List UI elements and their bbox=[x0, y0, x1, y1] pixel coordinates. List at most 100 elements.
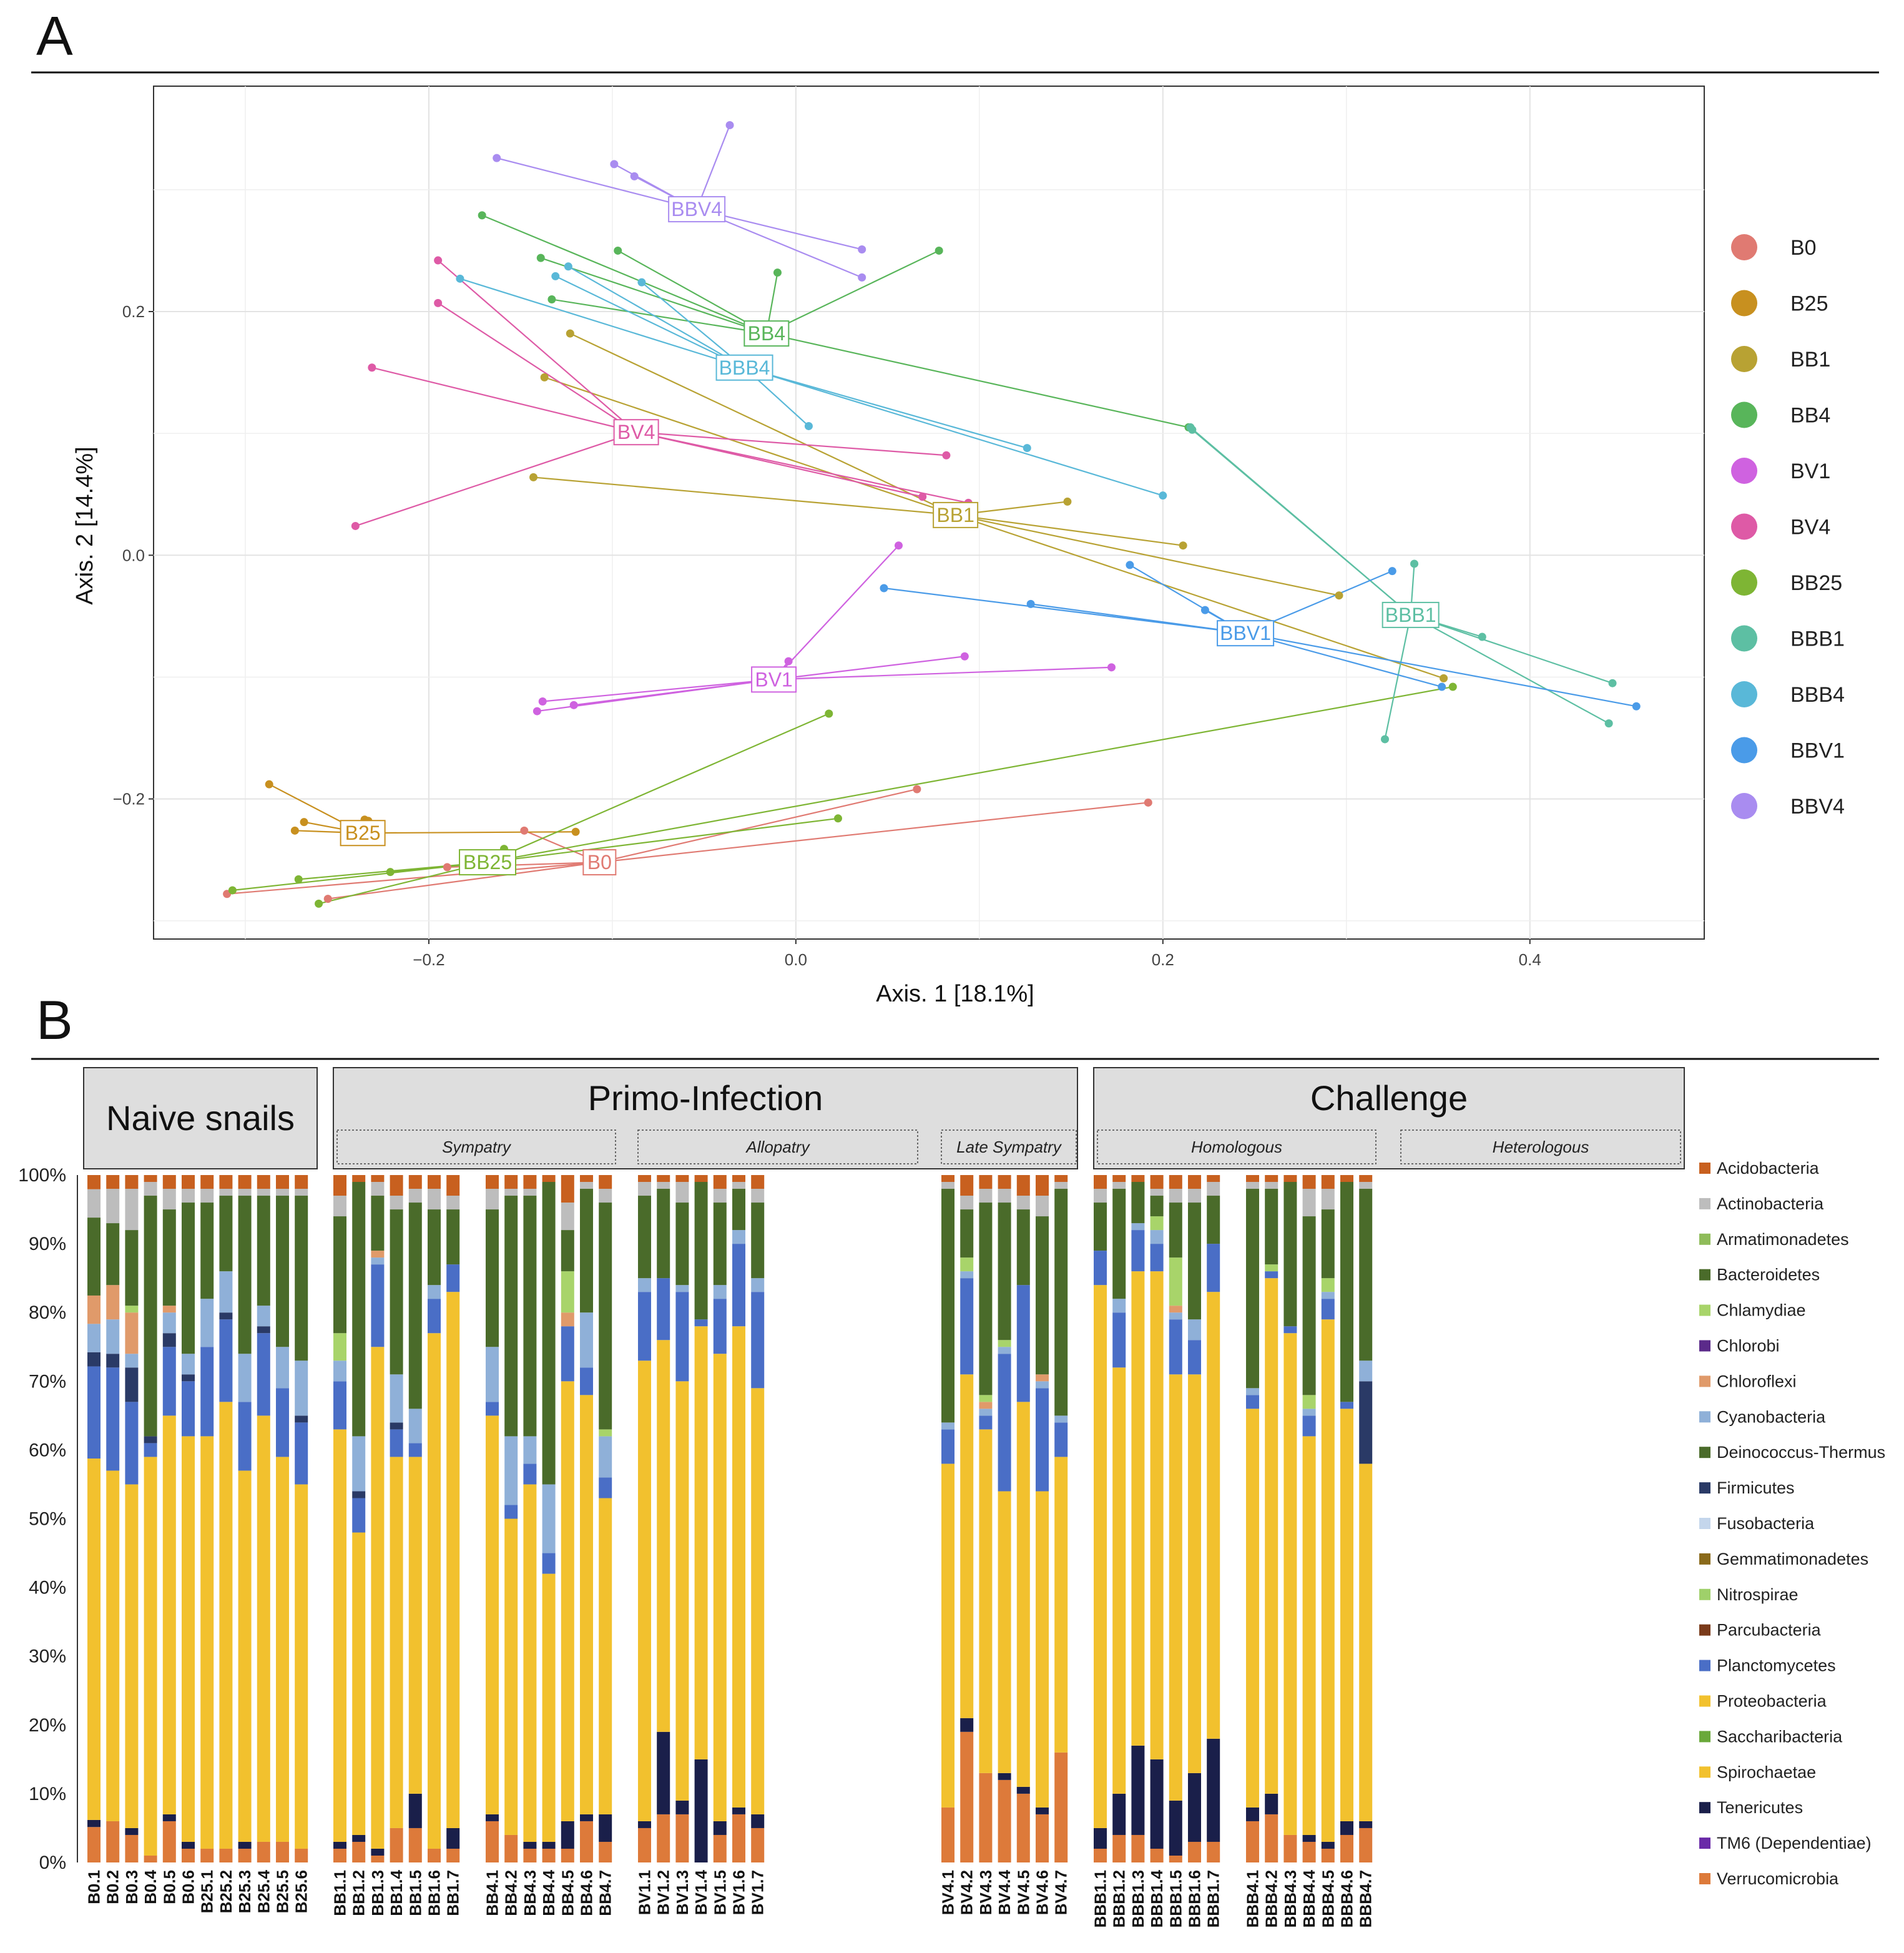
segment-planctomycetes bbox=[1112, 1312, 1126, 1368]
sample-label: BBB1.5 bbox=[1166, 1870, 1185, 1927]
segment-bacteroidetes bbox=[694, 1182, 708, 1320]
segment-acidobacteria bbox=[257, 1175, 270, 1189]
subgroup-box-heterologous bbox=[1400, 1129, 1681, 1164]
pcoa-y-tick-label: −0.2 bbox=[113, 790, 145, 809]
segment-planctomycetes bbox=[352, 1498, 366, 1533]
segment-actinobacteria bbox=[182, 1189, 195, 1203]
point-bb4 bbox=[478, 211, 486, 220]
centroid-box-bb1 bbox=[933, 501, 979, 528]
bar-b25-6 bbox=[295, 1175, 308, 1862]
segment-firmicutes bbox=[1359, 1381, 1373, 1464]
segment-verrucomicrobia bbox=[542, 1848, 556, 1862]
bar-bb1-7 bbox=[446, 1175, 460, 1862]
segment-bacteroidetes bbox=[751, 1203, 765, 1279]
spider-line-bb25 bbox=[487, 712, 830, 863]
segment-cyanobacteria bbox=[1054, 1415, 1068, 1423]
centroid-text-b0: B0 bbox=[587, 851, 612, 873]
segment-tenericutes bbox=[1359, 1821, 1373, 1828]
bar-bv1-4 bbox=[694, 1175, 708, 1862]
segment-verrucomicrobia bbox=[1094, 1848, 1107, 1862]
phylum-legend-item-firmicutes: Firmicutes bbox=[1699, 1478, 1795, 1497]
phylum-swatch bbox=[1699, 1553, 1710, 1565]
segment-cyanobacteria bbox=[219, 1271, 233, 1313]
segment-actinobacteria bbox=[371, 1182, 385, 1196]
sample-label: BV4.1 bbox=[939, 1870, 958, 1915]
segment-proteobacteria bbox=[998, 1491, 1011, 1773]
spider-line-bb4 bbox=[766, 250, 940, 335]
sample-label: BV1.7 bbox=[748, 1870, 767, 1915]
point-bbv4 bbox=[858, 245, 866, 253]
segment-cyanobacteria bbox=[333, 1360, 346, 1382]
segment-planctomycetes bbox=[998, 1354, 1011, 1492]
sample-label: BV4.2 bbox=[958, 1870, 976, 1915]
pcoa-ticks: −0.2 0.0 0.2 0.4 −0.2 0.0 0.2 bbox=[113, 302, 1541, 969]
point-bb25 bbox=[228, 886, 237, 895]
segment-tenericutes bbox=[182, 1841, 195, 1849]
segment-planctomycetes bbox=[675, 1292, 689, 1382]
sample-label: B25.5 bbox=[273, 1870, 292, 1913]
legend-dot-b25 bbox=[1731, 290, 1757, 317]
segment-cyanobacteria bbox=[125, 1354, 139, 1368]
bar-bv4-2 bbox=[960, 1175, 974, 1862]
bar-bb4-3 bbox=[523, 1175, 537, 1862]
segment-proteobacteria bbox=[751, 1388, 765, 1814]
segment-tenericutes bbox=[1131, 1745, 1145, 1835]
segment-verrucomicrobia bbox=[675, 1814, 689, 1862]
segment-proteobacteria bbox=[580, 1395, 593, 1814]
segment-cyanobacteria bbox=[523, 1436, 537, 1464]
phylum-legend: Acidobacteria Actinobacteria Armatimonadet… bbox=[1699, 1159, 1885, 1888]
segment-acidobacteria bbox=[580, 1175, 593, 1183]
segment-planctomycetes bbox=[504, 1505, 518, 1519]
bar-bv1-1 bbox=[638, 1175, 651, 1862]
phylum-label: Parcubacteria bbox=[1717, 1621, 1822, 1640]
segment-firmicutes bbox=[352, 1491, 366, 1498]
segment-chlamydiae bbox=[561, 1271, 574, 1313]
spider-line-bv1 bbox=[542, 679, 774, 702]
segment-proteobacteria bbox=[542, 1573, 556, 1842]
phylum-swatch bbox=[1699, 1588, 1710, 1600]
segment-cyanobacteria bbox=[276, 1347, 289, 1389]
segment-verrucomicrobia bbox=[87, 1827, 101, 1862]
segment-cyanobacteria bbox=[238, 1354, 252, 1402]
segment-firmicutes bbox=[106, 1354, 120, 1368]
point-bbv4 bbox=[493, 154, 501, 162]
segment-verrucomicrobia bbox=[1321, 1848, 1335, 1862]
segment-acidobacteria bbox=[276, 1175, 289, 1189]
segment-actinobacteria bbox=[998, 1189, 1011, 1203]
sample-label: BV1.3 bbox=[673, 1870, 692, 1915]
segment-proteobacteria bbox=[390, 1457, 403, 1828]
segment-acidobacteria bbox=[979, 1175, 993, 1189]
segment-cyanobacteria bbox=[257, 1306, 270, 1327]
centroid-label-b25: B25 bbox=[340, 820, 386, 847]
centroid-text-bv1: BV1 bbox=[755, 668, 792, 691]
segment-cyanobacteria bbox=[979, 1409, 993, 1416]
sample-label: BB4.7 bbox=[596, 1870, 615, 1916]
segment-actinobacteria bbox=[1094, 1189, 1107, 1203]
segment-planctomycetes bbox=[428, 1299, 441, 1334]
segment-planctomycetes bbox=[219, 1319, 233, 1402]
segment-verrucomicrobia bbox=[1340, 1834, 1353, 1862]
group-header-challenge: Challenge Homologous Heterologous bbox=[1093, 1067, 1685, 1169]
point-bbv1 bbox=[1200, 606, 1209, 614]
segment-acidobacteria bbox=[200, 1175, 214, 1189]
spider-line-b0 bbox=[227, 861, 600, 895]
segment-actinobacteria bbox=[941, 1182, 954, 1189]
bar-bb1-3 bbox=[371, 1175, 385, 1862]
legend-dot-bbv4 bbox=[1731, 793, 1757, 819]
segment-planctomycetes bbox=[1094, 1251, 1107, 1286]
bar-b25-4 bbox=[257, 1175, 270, 1862]
segment-acidobacteria bbox=[144, 1175, 157, 1183]
segment-tenericutes bbox=[87, 1819, 101, 1828]
segment-proteobacteria bbox=[219, 1402, 233, 1849]
segment-tenericutes bbox=[125, 1828, 139, 1835]
segment-bacteroidetes bbox=[144, 1196, 157, 1437]
point-bbb4 bbox=[551, 272, 560, 280]
point-bb4 bbox=[614, 246, 622, 255]
segment-tenericutes bbox=[352, 1834, 366, 1842]
segment-verrucomicrobia bbox=[580, 1821, 593, 1862]
centroid-label-bb25: BB25 bbox=[459, 849, 517, 876]
bar-bb4-6 bbox=[580, 1175, 593, 1862]
phylum-legend-item-chlamydiae: Chlamydiae bbox=[1699, 1301, 1806, 1320]
point-bv4 bbox=[918, 493, 927, 501]
segment-cyanobacteria bbox=[428, 1285, 441, 1299]
